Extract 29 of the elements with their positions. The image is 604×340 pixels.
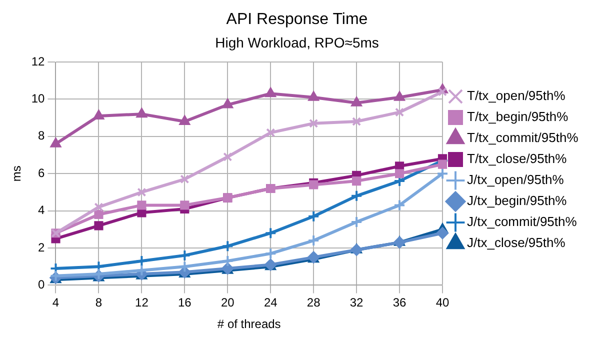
x-tick-label: 16 [178, 296, 192, 310]
y-tick-label: 8 [38, 128, 46, 143]
legend-label: J/tx_begin/95th% [467, 193, 568, 208]
y-tick-label: 4 [38, 203, 46, 218]
y-tick-label: 0 [38, 278, 46, 292]
legend-label: T/tx_commit/95th% [467, 130, 579, 146]
y-tick-label: 12 [31, 54, 46, 68]
y-tick-label: 6 [38, 166, 46, 180]
legend-label: J/tx_commit/95th% [467, 214, 578, 230]
chart-title: API Response Time [226, 11, 368, 28]
y-tick-label: 2 [38, 240, 46, 254]
chart-subtitle: High Workload, RPO≈5ms [215, 34, 379, 50]
legend-label: T/tx_begin/95th% [467, 109, 569, 124]
legend-label: T/tx_close/95th% [467, 151, 568, 166]
y-tick-label: 10 [31, 92, 46, 106]
legend-label: J/tx_open/95th% [467, 172, 564, 188]
y-axis-title: ms [10, 166, 24, 182]
x-tick-label: 8 [95, 296, 102, 310]
x-tick-label: 32 [350, 296, 364, 310]
x-tick-label: 28 [306, 296, 321, 310]
x-tick-label: 20 [220, 296, 235, 310]
x-axis-title: # of threads [217, 317, 281, 332]
legend-label: J/tx_close/95th% [467, 235, 566, 250]
x-tick-label: 40 [436, 296, 450, 310]
legend-label: T/tx_open/95th% [467, 88, 566, 104]
x-tick-label: 24 [264, 296, 278, 310]
x-tick-label: 36 [392, 296, 407, 310]
x-tick-label: 12 [135, 296, 149, 310]
x-tick-label: 4 [52, 296, 60, 310]
